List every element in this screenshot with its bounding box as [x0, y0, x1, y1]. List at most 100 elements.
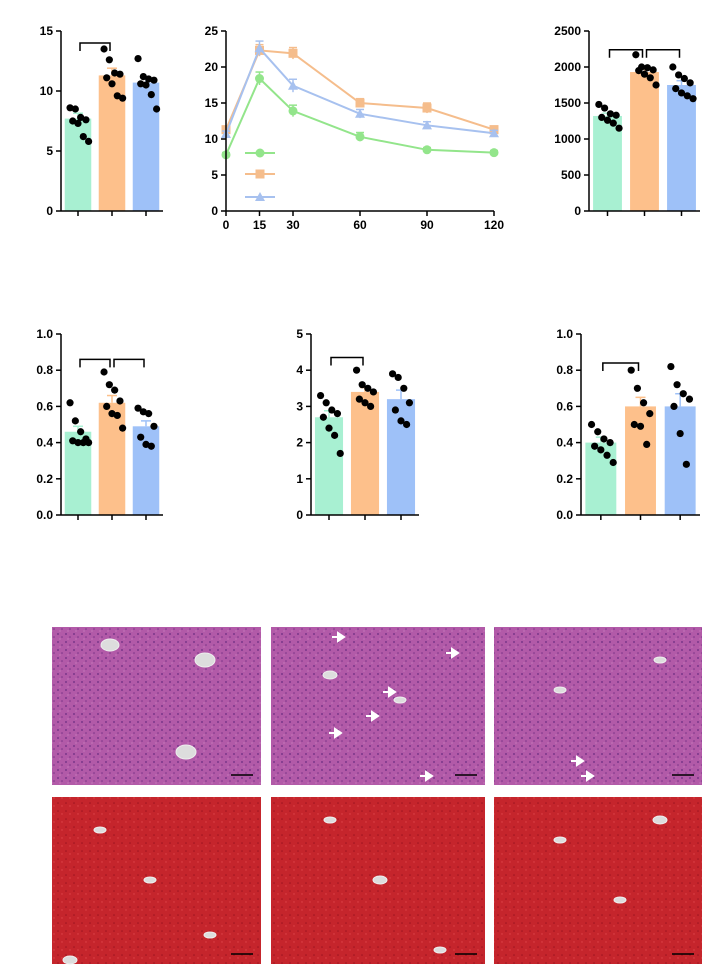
he-micrograph-auatpt: [494, 627, 702, 785]
y-tick-label: 2500: [554, 24, 581, 38]
data-point: [673, 381, 681, 389]
data-point: [643, 440, 651, 449]
chart-a: 0 5 10 15: [40, 24, 163, 218]
data-point: [600, 435, 608, 443]
data-point: [422, 103, 432, 113]
data-point: [153, 105, 161, 113]
vessel: [203, 931, 217, 939]
data-point: [79, 133, 87, 141]
data-point: [636, 422, 645, 430]
vessel: [613, 896, 627, 904]
data-point: [103, 74, 111, 82]
masson-micrograph-auatpt: [494, 797, 702, 964]
y-tick-label: 0: [211, 204, 218, 218]
data-point: [325, 424, 333, 432]
data-point: [639, 399, 648, 407]
data-point: [119, 424, 127, 432]
arrow-icon: [332, 631, 346, 643]
y-tick-label: 1.0: [36, 327, 53, 341]
y-tick-label: 0.2: [36, 472, 53, 486]
significance-bracket: [330, 356, 364, 366]
vessel: [175, 744, 197, 760]
data-point: [147, 442, 155, 450]
y-tick-label: 0.4: [36, 436, 53, 450]
data-point: [612, 111, 620, 119]
data-point: [255, 74, 264, 84]
chart-b: 0 5 10 15 20 25 0 15 30 60 90 120: [205, 24, 505, 232]
data-point: [331, 431, 339, 439]
y-tick-label: 5: [296, 327, 303, 341]
data-point: [680, 74, 688, 83]
vessel: [100, 638, 120, 652]
y-tick-label: 1500: [554, 96, 581, 110]
data-point: [397, 417, 405, 425]
masson-micrograph-con: [52, 797, 261, 964]
data-point: [615, 124, 623, 132]
data-point: [288, 48, 298, 58]
histology-layer: [52, 627, 702, 965]
vessel: [653, 656, 667, 664]
arrow-icon: [383, 686, 397, 698]
data-point: [113, 411, 121, 420]
data-point: [405, 399, 414, 407]
chart-f: 0.0 0.2 0.4 0.6 0.8 1.0: [556, 327, 700, 522]
data-point: [677, 89, 686, 97]
y-tick-label: 500: [561, 168, 581, 182]
bar-hfd: [98, 402, 126, 515]
data-point: [685, 395, 694, 403]
data-point: [150, 76, 158, 84]
data-point: [646, 410, 654, 418]
data-point: [71, 105, 79, 113]
significance-bracket: [113, 358, 145, 368]
x-tick-label: 30: [286, 218, 300, 232]
data-point: [606, 110, 614, 118]
data-point: [683, 92, 691, 100]
data-point: [74, 439, 82, 447]
data-point: [108, 80, 116, 88]
data-point: [669, 63, 677, 71]
y-tick-label: 15: [40, 24, 54, 38]
data-point: [145, 410, 153, 418]
data-point: [649, 66, 657, 74]
data-point: [394, 373, 402, 382]
data-point: [336, 449, 344, 458]
data-point: [670, 402, 678, 410]
series-line-con: [225, 76, 495, 156]
data-point: [361, 399, 369, 407]
data-point: [391, 406, 399, 414]
data-point: [328, 406, 336, 414]
bar-hfd: [350, 391, 380, 515]
bar-con: [64, 118, 92, 211]
data-point: [675, 71, 683, 79]
data-point: [85, 439, 93, 447]
data-point: [288, 106, 298, 116]
bar-con: [593, 115, 622, 211]
data-point: [489, 128, 499, 138]
data-point: [489, 148, 499, 158]
data-point: [105, 56, 113, 64]
arrow-icon: [571, 755, 585, 767]
y-tick-label: 10: [40, 84, 54, 98]
data-point: [100, 368, 108, 376]
data-point: [672, 85, 680, 93]
data-point: [587, 420, 596, 429]
data-point: [322, 399, 330, 407]
data-point: [403, 420, 411, 429]
data-point: [364, 384, 372, 392]
data-point: [82, 116, 90, 124]
bar-auatpt: [132, 82, 160, 211]
y-tick-label: 0.2: [556, 472, 573, 486]
vessel: [372, 875, 388, 885]
data-point: [150, 422, 158, 430]
series-line-auatpt: [225, 46, 495, 135]
data-point: [119, 94, 127, 102]
y-tick-label: 1000: [554, 132, 581, 146]
data-point: [603, 451, 611, 459]
bar-hfd: [630, 72, 659, 211]
x-tick-label: 60: [353, 218, 367, 232]
data-point: [643, 64, 651, 72]
significance-bracket: [79, 42, 111, 51]
significance-bracket: [608, 48, 644, 58]
y-tick-label: 0.6: [556, 399, 573, 413]
